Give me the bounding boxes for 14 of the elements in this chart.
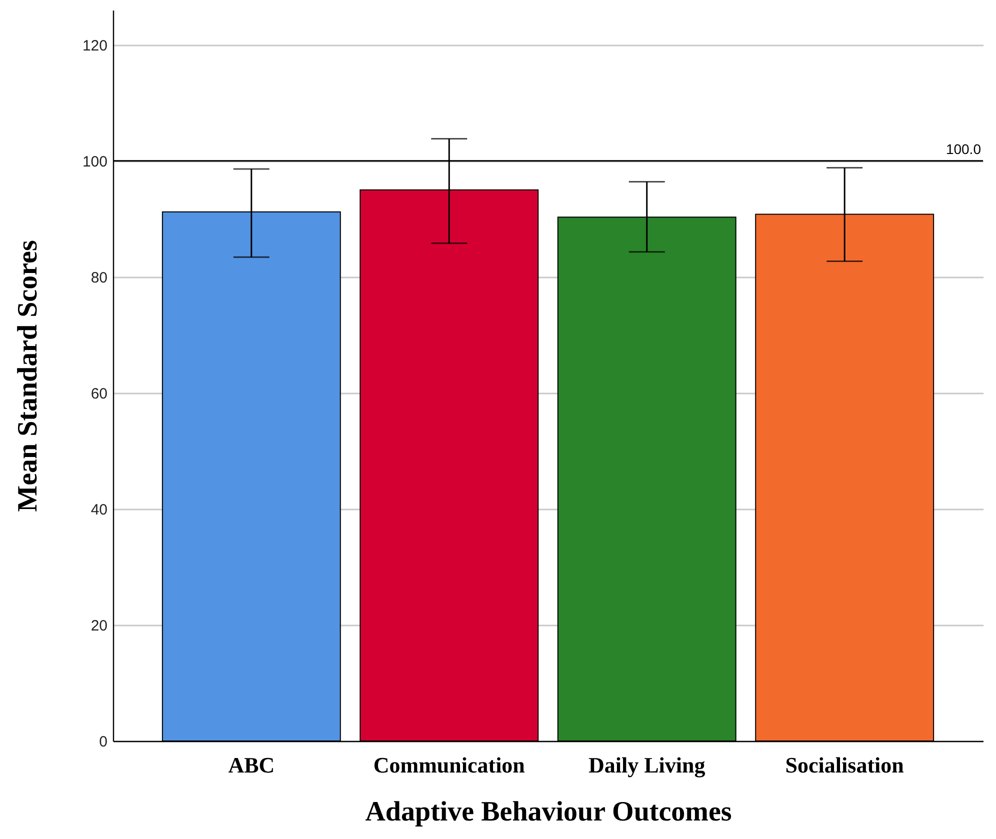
y-tick-label: 80 bbox=[90, 269, 108, 286]
y-tick-label: 40 bbox=[90, 501, 108, 518]
y-tick-label: 0 bbox=[99, 734, 108, 750]
y-axis-title: Mean Standard Scores bbox=[12, 240, 44, 512]
x-tick-label: ABC bbox=[228, 752, 275, 778]
x-tick-label: Communication bbox=[373, 752, 525, 778]
x-tick-label: Socialisation bbox=[785, 752, 904, 778]
y-tick-label: 20 bbox=[90, 617, 108, 634]
x-axis-title: Adaptive Behaviour Outcomes bbox=[365, 796, 732, 828]
y-tick-label: 120 bbox=[82, 37, 108, 54]
y-tick-label: 60 bbox=[90, 385, 108, 402]
ref-line-label: 100.0 bbox=[946, 140, 982, 157]
y-tick-label: 100 bbox=[82, 153, 108, 170]
x-tick-label: Daily Living bbox=[588, 752, 706, 778]
